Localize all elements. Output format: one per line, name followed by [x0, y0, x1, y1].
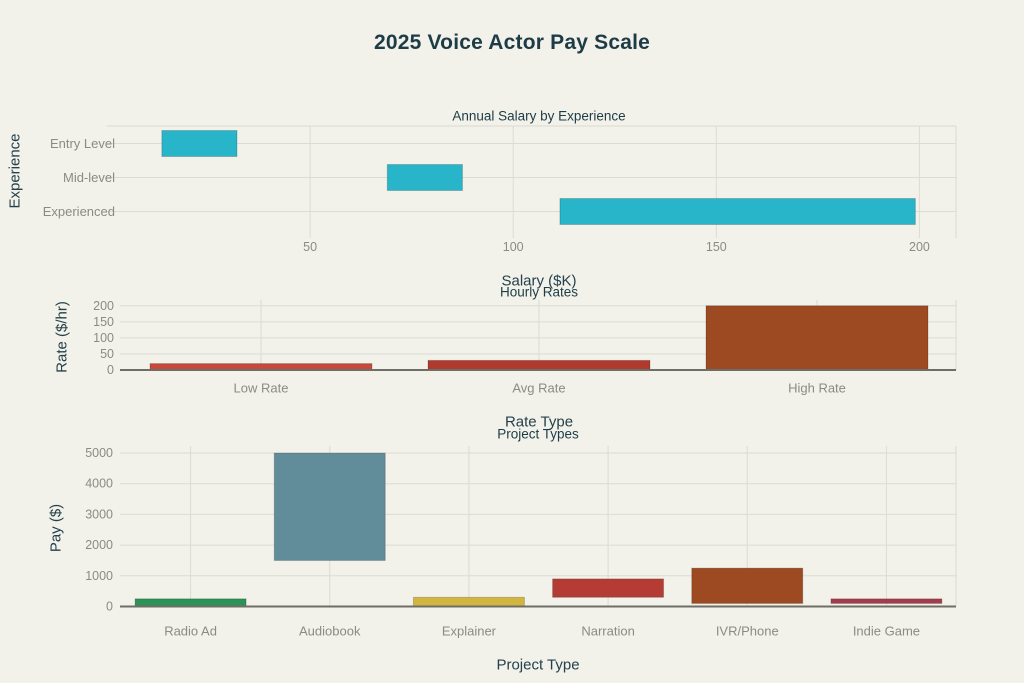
bar-entry-level: [161, 130, 238, 157]
category-label: Experienced: [43, 204, 115, 219]
category-label: Avg Rate: [512, 381, 565, 396]
x-tick-label: 100: [503, 240, 524, 254]
y-tick-label: 2000: [85, 538, 113, 552]
hourly-chart-plot: 0 50 100 150 200 Low Rate Avg Rate High Rate: [93, 299, 957, 396]
bar-experienced: [559, 198, 916, 225]
x-tick-label: 50: [303, 240, 317, 254]
y-tick-label: 0: [107, 363, 114, 377]
y-tick-label: 3000: [85, 507, 113, 521]
hourly-chart-title: Hourly Rates: [499, 284, 579, 300]
y-tick-label: 1000: [85, 569, 113, 583]
project-chart-xlabel: Project Type: [496, 656, 580, 674]
bar-avg-rate: [427, 359, 651, 371]
y-tick-label: 150: [93, 315, 114, 329]
salary-chart-xlabel: Salary ($K): [501, 272, 577, 290]
bar-mid-level: [386, 164, 463, 191]
y-tick-label: 4000: [85, 477, 113, 491]
y-tick-label: 0: [106, 600, 113, 614]
category-label: IVR/Phone: [716, 624, 779, 639]
bar-narration: [552, 578, 665, 598]
category-label: Mid-level: [63, 170, 115, 185]
salary-chart-plot: 50 100 150 200 Entry Level Mid-level Experienc…: [43, 125, 957, 254]
category-label: Radio Ad: [164, 624, 217, 639]
bar-ivr-phone: [691, 567, 804, 604]
y-tick-label: 50: [100, 347, 114, 361]
figure-title: 2025 Voice Actor Pay Scale: [373, 31, 651, 54]
salary-chart-title: Annual Salary by Experience: [452, 108, 626, 124]
bar-high-rate: [705, 305, 929, 371]
category-label: Explainer: [442, 624, 497, 639]
hourly-chart-xlabel: Rate Type: [504, 413, 574, 431]
category-label: Low Rate: [234, 381, 289, 396]
bar-radio-ad: [134, 598, 247, 607]
x-tick-label: 150: [706, 240, 727, 254]
category-label: Indie Game: [853, 624, 920, 639]
project-chart-plot: 0 1000 2000 3000 4000 5000 Radio Ad Audiobook Ex…: [85, 446, 957, 639]
y-tick-label: 100: [93, 331, 114, 345]
category-label: Entry Level: [50, 136, 115, 151]
category-label: Audiobook: [299, 624, 361, 639]
bar-indie-game: [830, 598, 943, 604]
y-tick-label: 200: [93, 299, 114, 313]
category-label: High Rate: [788, 381, 846, 396]
project-chart-title: Project Types: [497, 426, 579, 442]
category-label: Narration: [581, 624, 634, 639]
bar-explainer: [412, 596, 525, 608]
bar-audiobook: [273, 452, 386, 561]
y-tick-label: 5000: [85, 446, 113, 460]
x-tick-label: 200: [909, 240, 930, 254]
